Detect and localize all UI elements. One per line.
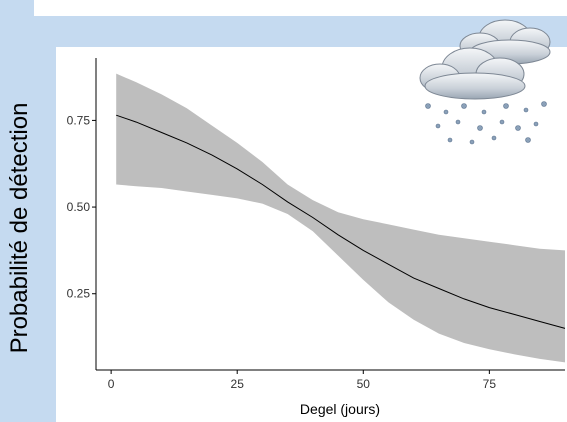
axes: 0.25 0.50 0.75 0 25 50 75 Degel (jours) bbox=[67, 58, 565, 417]
y-tick-label: 0.50 bbox=[67, 200, 91, 214]
snow-cloud-icon bbox=[419, 19, 551, 145]
fit-line-layer bbox=[116, 114, 566, 329]
x-tick-label: 25 bbox=[231, 377, 245, 391]
front-cloud bbox=[419, 47, 526, 100]
x-tick-label: 50 bbox=[357, 377, 371, 391]
top-strip bbox=[34, 0, 567, 16]
y-axis-label: Probabilité de détection bbox=[6, 102, 33, 354]
y-tick-label: 0.75 bbox=[67, 113, 91, 127]
x-axis-label: Degel (jours) bbox=[300, 401, 380, 417]
x-tick-label: 75 bbox=[483, 377, 497, 391]
fit-line bbox=[116, 114, 566, 329]
x-tick-label: 0 bbox=[108, 377, 115, 391]
snowflakes bbox=[425, 101, 547, 145]
y-tick-label: 0.25 bbox=[67, 287, 91, 301]
confidence-band bbox=[116, 73, 565, 363]
confidence-band-layer bbox=[116, 73, 565, 363]
